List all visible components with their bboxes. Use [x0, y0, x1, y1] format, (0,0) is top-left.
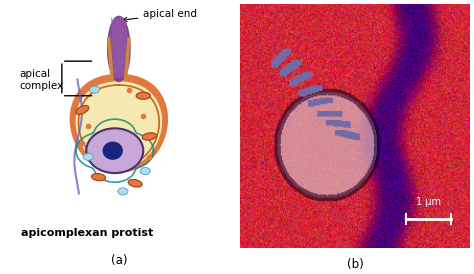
Polygon shape — [75, 81, 162, 168]
Ellipse shape — [76, 105, 89, 115]
Ellipse shape — [89, 86, 100, 93]
Ellipse shape — [128, 179, 142, 187]
Ellipse shape — [142, 133, 156, 140]
Polygon shape — [108, 16, 130, 81]
Text: apicomplexan protist: apicomplexan protist — [21, 228, 154, 238]
Text: 1 μm: 1 μm — [416, 197, 441, 207]
Text: (a): (a) — [110, 255, 127, 267]
Ellipse shape — [118, 188, 128, 195]
Text: (b): (b) — [347, 258, 364, 271]
Polygon shape — [70, 74, 168, 172]
Ellipse shape — [92, 173, 105, 182]
Ellipse shape — [102, 142, 123, 160]
Ellipse shape — [83, 153, 93, 160]
Ellipse shape — [136, 92, 150, 99]
Text: apical end: apical end — [123, 9, 197, 22]
Ellipse shape — [140, 167, 150, 175]
Text: apical
complex: apical complex — [19, 69, 64, 91]
Ellipse shape — [86, 128, 143, 173]
